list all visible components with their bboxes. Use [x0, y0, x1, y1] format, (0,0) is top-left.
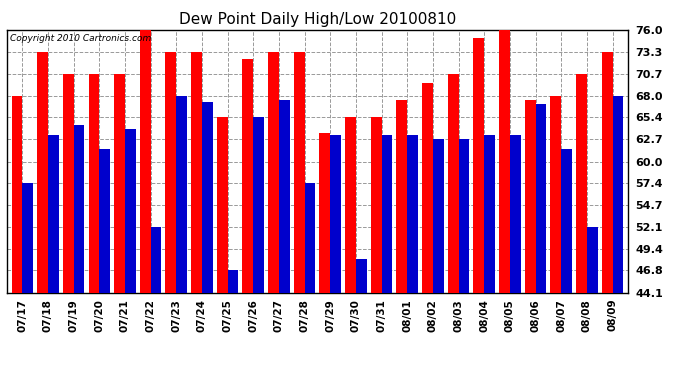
Bar: [356, 259, 366, 292]
Bar: [613, 96, 623, 292]
Bar: [561, 149, 572, 292]
Bar: [176, 96, 187, 292]
Bar: [576, 74, 586, 292]
Bar: [150, 226, 161, 292]
Bar: [242, 59, 253, 292]
Bar: [74, 124, 84, 292]
Bar: [191, 52, 202, 292]
Bar: [345, 117, 356, 292]
Bar: [484, 135, 495, 292]
Bar: [88, 74, 99, 292]
Bar: [48, 135, 59, 292]
Bar: [459, 140, 469, 292]
Bar: [304, 183, 315, 292]
Bar: [37, 52, 48, 292]
Title: Dew Point Daily High/Low 20100810: Dew Point Daily High/Low 20100810: [179, 12, 456, 27]
Bar: [166, 52, 176, 292]
Bar: [524, 100, 535, 292]
Bar: [551, 96, 561, 292]
Bar: [319, 133, 331, 292]
Bar: [499, 30, 510, 292]
Bar: [433, 140, 444, 292]
Text: Copyright 2010 Cartronics.com: Copyright 2010 Cartronics.com: [10, 34, 151, 43]
Bar: [268, 52, 279, 292]
Bar: [253, 117, 264, 292]
Bar: [294, 52, 304, 292]
Bar: [217, 117, 228, 292]
Bar: [125, 129, 136, 292]
Bar: [535, 104, 546, 292]
Bar: [228, 270, 238, 292]
Bar: [63, 74, 74, 292]
Bar: [12, 96, 22, 292]
Bar: [382, 135, 393, 292]
Bar: [602, 52, 613, 292]
Bar: [279, 100, 290, 292]
Bar: [407, 135, 418, 292]
Bar: [22, 183, 33, 292]
Bar: [397, 100, 407, 292]
Bar: [473, 38, 484, 292]
Bar: [586, 226, 598, 292]
Bar: [448, 74, 459, 292]
Bar: [331, 135, 341, 292]
Bar: [371, 117, 382, 292]
Bar: [510, 135, 521, 292]
Bar: [140, 30, 150, 292]
Bar: [114, 74, 125, 292]
Bar: [99, 149, 110, 292]
Bar: [422, 84, 433, 292]
Bar: [202, 102, 213, 292]
